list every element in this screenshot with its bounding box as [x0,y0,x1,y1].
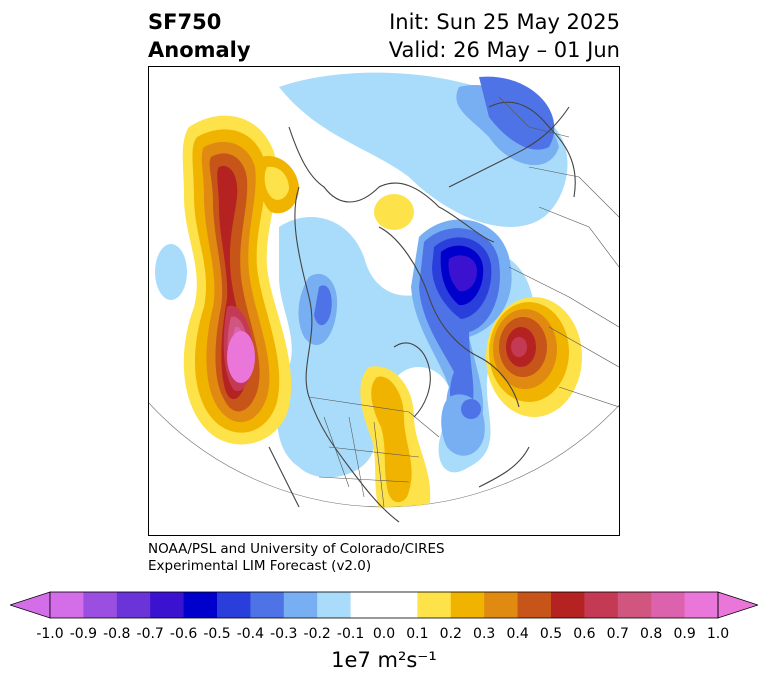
colorbar-bin [417,592,452,618]
arctic-positive-anomaly [374,194,414,230]
colorbar-bin [617,592,652,618]
colorbar-bin [484,592,519,618]
colorbar-tick-label: -0.5 [203,626,231,642]
colorbar-bins [50,592,719,618]
colorbar-tick-label: -1.0 [36,626,64,642]
colorbar-tick-label: -0.1 [336,626,365,642]
colorbar-bin [384,592,418,618]
colorbar-tick-label: -0.8 [103,626,131,642]
map-title-variable: SF750 Anomaly [148,8,251,64]
colorbar-tick-label: 0.0 [372,626,396,642]
colorbar-bin [116,592,151,618]
field-type-label: Anomaly [148,38,251,62]
credit-line-2: Experimental LIM Forecast (v2.0) [148,558,372,574]
colorbar-bin [183,592,218,618]
credit-line-1: NOAA/PSL and University of Colorado/CIRE… [148,541,445,557]
colorbar-bin [450,592,485,618]
init-date-label: Init: Sun 25 May 2025 [389,10,620,34]
colorbar-tick-label: -0.9 [69,626,98,642]
colorbar-units-label: 1e7 m²s⁻¹ [331,648,437,672]
colorbar-over-triangle [717,591,758,619]
colorbar-tick-label: -0.6 [169,626,198,642]
colorbar-bin [50,592,84,618]
colorbar-under-triangle [10,591,51,619]
colorbar-bin [684,592,719,618]
colorbar-bin [217,592,251,618]
colorbar-tick-label: 0.3 [473,626,496,642]
colorbar-tick-label: 0.7 [606,626,629,642]
colorbar-tick-label: 0.5 [539,626,563,642]
colorbar-tick-label: 0.4 [506,626,529,642]
political-borders [308,96,619,508]
credit-text: NOAA/PSL and University of Colorado/CIRE… [148,541,445,575]
colorbar-bin [317,592,352,618]
variable-label: SF750 [148,10,222,34]
colorbar-tick-label: 0.1 [406,626,429,642]
colorbar-tick-label: 0.9 [673,626,696,642]
colorbar-tick-label: -0.3 [270,626,298,642]
strong-negative-anomaly [314,76,555,415]
valid-date-label: Valid: 26 May – 01 Jun [388,38,620,62]
colorbar-tick-label: 1.0 [706,626,730,642]
colorbar-bin [83,592,118,618]
anomaly-map-svg [149,72,619,523]
colorbar-tick-label: 0.2 [439,626,462,642]
map-title-dates: Init: Sun 25 May 2025 Valid: 26 May – 01… [389,8,620,64]
colorbar-bin [551,592,585,618]
colorbar-bin [651,592,686,618]
colorbar-bin [517,592,552,618]
colorbar-tick-label: -0.4 [236,626,265,642]
colorbar-bin [350,592,385,618]
anomaly-map [148,66,620,536]
colorbar-outline [49,591,719,619]
colorbar-tick-label: 0.8 [640,626,663,642]
colorbar-tick-label: 0.6 [573,626,596,642]
pacific-positive-anomaly [182,115,292,445]
colorbar [10,591,758,619]
atlantic-negative-core [461,399,481,419]
colorbar-bin [283,592,318,618]
alaska-positive-inner [264,166,289,200]
atlantic-positive-anomaly [486,297,582,417]
colorbar-tick-label: -0.2 [303,626,331,642]
colorbar-tick-label: -0.7 [136,626,164,642]
colorbar-bin [150,592,185,618]
colorbar-tick-labels: -1.0 -0.9 -0.8 -0.7 -0.6 -0.5 -0.4 -0.3 -0.2 -0.1… [0,626,768,644]
colorbar-bin [250,592,285,618]
colorbar-bin [584,592,619,618]
